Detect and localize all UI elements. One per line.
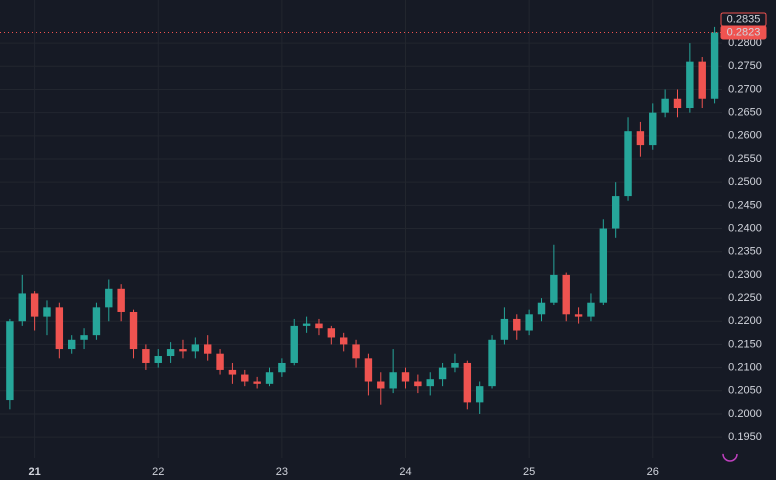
y-tick-label: 0.2300 [728, 269, 762, 281]
candle-body [364, 358, 373, 382]
candle-body [377, 381, 385, 389]
y-tick-label: 0.2450 [728, 199, 762, 211]
price-marker-label: 0.2823 [727, 26, 761, 38]
candle-body [426, 379, 434, 387]
candle-body [401, 372, 410, 382]
candle-body [129, 311, 138, 350]
x-tick-label: 22 [152, 466, 164, 478]
candle-body [55, 307, 64, 350]
candle-body [117, 288, 125, 312]
candle-body [265, 372, 274, 384]
candle-body [166, 349, 175, 357]
candle-body [6, 321, 14, 401]
candle-body [525, 314, 533, 331]
x-tick-label: 24 [399, 466, 411, 478]
y-tick-label: 0.2000 [728, 408, 762, 420]
y-tick-label: 0.2800 [728, 37, 762, 49]
candle-body [179, 349, 187, 352]
y-tick-label: 0.2250 [728, 292, 762, 304]
x-tick-label: 23 [276, 466, 288, 478]
price-marker-box [720, 12, 767, 27]
logo-icon[interactable] [722, 446, 738, 462]
candle-body [562, 274, 570, 315]
candle-body [327, 328, 336, 338]
candle-body [142, 349, 150, 363]
candle-body [228, 369, 237, 375]
candle-body [587, 302, 595, 317]
y-tick-label: 0.2050 [728, 385, 762, 397]
candle-body [18, 293, 26, 322]
candle-body [698, 61, 706, 99]
candle-body [636, 131, 645, 146]
candle-body [624, 131, 632, 197]
candle-body [191, 344, 200, 352]
candle-body [649, 112, 657, 146]
candle-body [154, 356, 162, 363]
y-tick-label: 0.2500 [728, 176, 762, 188]
y-tick-label: 0.2600 [728, 130, 762, 142]
candle-body [278, 362, 286, 373]
candle-body [352, 344, 360, 359]
candle-body [550, 274, 558, 303]
candle-body [513, 318, 521, 331]
candle-body [302, 323, 311, 326]
candle-body [80, 335, 88, 340]
candle-body [30, 293, 39, 317]
x-tick-label: 21 [28, 466, 40, 478]
candle-body [339, 337, 348, 345]
y-tick-label: 0.2100 [728, 362, 762, 374]
candle-body [203, 344, 212, 354]
candle-body [216, 353, 224, 370]
candle-body [43, 307, 51, 317]
candle-body [451, 362, 459, 368]
candle-body [389, 372, 397, 389]
y-tick-label: 0.2550 [728, 153, 762, 165]
candle-body [67, 339, 76, 350]
candle-body [463, 362, 472, 403]
candle-body [92, 307, 101, 336]
candle-body [488, 339, 496, 387]
candle-body [315, 323, 323, 329]
candle-body [500, 318, 509, 340]
y-tick-label: 0.2650 [728, 107, 762, 119]
y-tick-label: 0.1950 [728, 431, 762, 443]
candle-body [253, 381, 261, 384]
candle-body [574, 314, 583, 317]
candle-body [686, 61, 694, 109]
candle-body [475, 386, 484, 403]
candle-body [414, 381, 422, 387]
y-tick-label: 0.2150 [728, 338, 762, 350]
candle-body [105, 288, 113, 308]
candle-body [710, 32, 719, 99]
y-tick-label: 0.2200 [728, 315, 762, 327]
candle-body [673, 98, 682, 109]
candle-body [599, 228, 608, 303]
x-tick-label: 25 [523, 466, 535, 478]
y-tick-label: 0.2400 [728, 222, 762, 234]
candle-body [241, 374, 249, 382]
price-marker-label: 0.2835 [727, 13, 761, 25]
candle-body [611, 196, 620, 229]
y-tick-label: 0.2700 [728, 83, 762, 95]
x-tick-label: 26 [647, 466, 659, 478]
candle-body [290, 325, 298, 363]
candle-body [661, 98, 669, 113]
candle-body [438, 367, 447, 380]
y-tick-label: 0.2750 [728, 60, 762, 72]
candle-body [537, 302, 546, 315]
y-tick-label: 0.2350 [728, 246, 762, 258]
